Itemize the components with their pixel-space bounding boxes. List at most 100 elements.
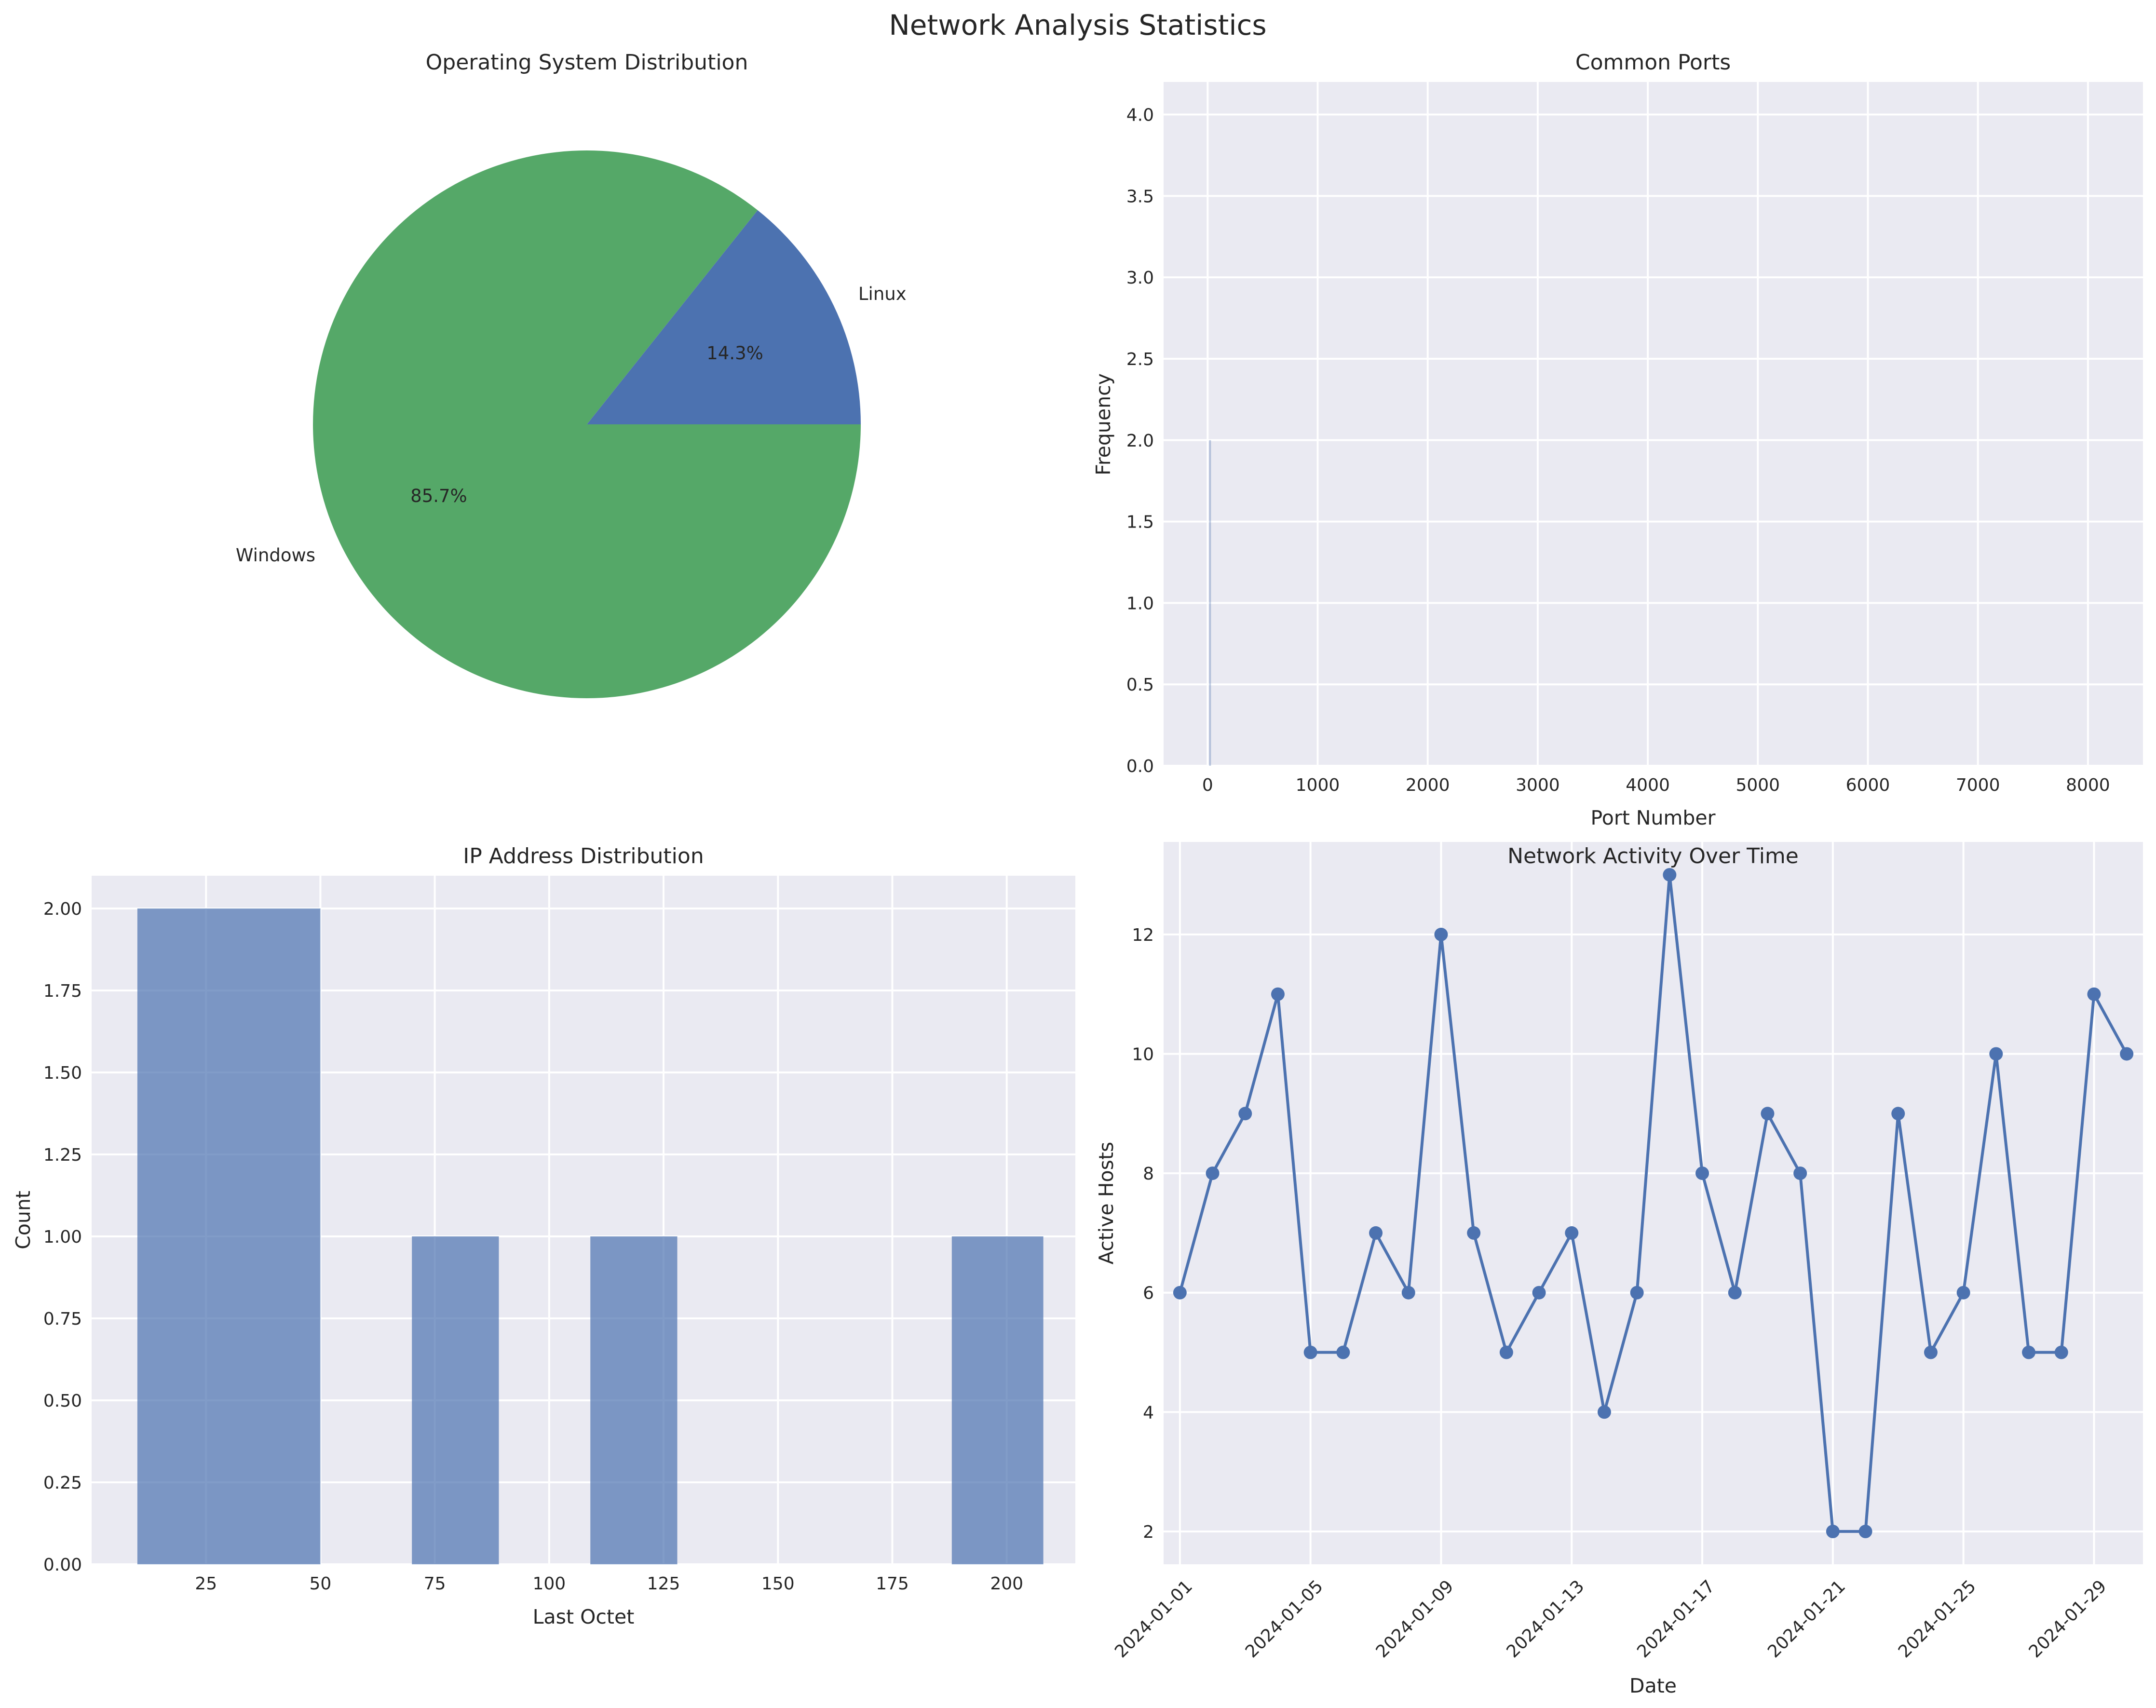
activity-xtick-label: 2024-01-29 — [2025, 1576, 2111, 1662]
activity-ytick-label: 8 — [1143, 1164, 1154, 1184]
pie-slice-linux — [587, 210, 861, 424]
activity-plot-area — [1164, 842, 2143, 1564]
activity-ylabel: Active Hosts — [1095, 1142, 1118, 1265]
ip-bar — [137, 908, 321, 1564]
ip-xlabel: Last Octet — [533, 1605, 635, 1628]
ip-ytick-label: 1.75 — [43, 981, 82, 1001]
activity-xtick-label: 2024-01-17 — [1633, 1576, 1719, 1662]
activity-xtick-label: 2024-01-01 — [1111, 1576, 1196, 1662]
pie-slices — [313, 150, 861, 699]
activity-point — [1565, 1226, 1579, 1240]
ip-xtick-label: 25 — [195, 1574, 217, 1594]
ports-ytick-label: 0.5 — [1126, 675, 1154, 695]
activity-point — [1858, 1524, 1872, 1538]
activity-point — [1956, 1286, 1970, 1300]
ip-xtick-label: 150 — [761, 1574, 795, 1594]
ip-bar — [412, 1236, 499, 1564]
ip-ytick-label: 1.50 — [43, 1063, 82, 1083]
ports-ticks: 0 1000 2000 3000 4000 5000 6000 7000 8000 0.0 0.5 1… — [1126, 106, 2110, 795]
activity-point — [1663, 868, 1677, 882]
ports-xtick-label: 0 — [1202, 775, 1213, 795]
ports-ytick-label: 1.0 — [1126, 594, 1154, 613]
ports-plot-area — [1164, 82, 2143, 766]
activity-point — [1761, 1107, 1775, 1121]
activity-point — [1401, 1286, 1415, 1300]
ip-xtick-label: 100 — [532, 1574, 566, 1594]
ip-distribution-panel: 25 50 75 100 125 150 175 200 0.00 0.25 0.50 0.75 1.0… — [12, 844, 1075, 1628]
activity-point — [1238, 1107, 1252, 1121]
activity-point — [1826, 1524, 1840, 1538]
activity-point — [1499, 1345, 1513, 1359]
ports-xtick-label: 3000 — [1516, 775, 1560, 795]
activity-point — [1695, 1166, 1709, 1180]
ports-ytick-label: 2.0 — [1126, 431, 1154, 451]
ports-xlabel: Port Number — [1590, 806, 1715, 829]
activity-point — [2120, 1047, 2134, 1061]
activity-point — [1924, 1345, 1938, 1359]
ip-xtick-label: 125 — [647, 1574, 680, 1594]
activity-point — [1271, 987, 1285, 1001]
ports-ytick-label: 3.5 — [1126, 187, 1154, 206]
ip-ytick-label: 0.25 — [43, 1473, 82, 1493]
activity-point — [1891, 1107, 1905, 1121]
activity-point — [1597, 1405, 1611, 1419]
ip-bars — [137, 908, 1044, 1564]
activity-point — [2054, 1345, 2068, 1359]
activity-title: Network Activity Over Time — [1507, 844, 1799, 868]
activity-point — [2087, 987, 2101, 1001]
activity-line-series — [1173, 868, 2134, 1538]
ports-xtick-label: 4000 — [1626, 775, 1670, 795]
pie-label-linux: Linux — [858, 284, 907, 304]
activity-point — [1630, 1286, 1644, 1300]
ports-grid — [1164, 82, 2143, 767]
activity-xtick-label: 2024-01-13 — [1503, 1576, 1588, 1662]
activity-point — [2022, 1345, 2036, 1359]
ports-xtick-label: 8000 — [2066, 775, 2110, 795]
ip-ticks: 25 50 75 100 125 150 175 200 0.00 0.25 0.50 0.75 1.0… — [43, 899, 1023, 1594]
ip-ytick-label: 2.00 — [43, 899, 82, 919]
ports-ylabel: Frequency — [1092, 373, 1115, 475]
ip-ytick-label: 0.00 — [43, 1555, 82, 1575]
ip-xtick-label: 50 — [310, 1574, 332, 1594]
ports-xtick-label: 6000 — [1846, 775, 1890, 795]
ports-ytick-label: 1.5 — [1126, 513, 1154, 532]
activity-xtick-label: 2024-01-05 — [1242, 1576, 1327, 1662]
ports-title: Common Ports — [1575, 50, 1731, 75]
activity-point — [1336, 1345, 1350, 1359]
activity-ytick-label: 6 — [1143, 1284, 1154, 1303]
ports-bar — [1209, 440, 1211, 766]
ports-ytick-label: 2.5 — [1126, 350, 1154, 369]
ip-ytick-label: 1.00 — [43, 1227, 82, 1247]
activity-point — [1467, 1226, 1481, 1240]
activity-point — [1989, 1047, 2003, 1061]
activity-point — [1793, 1166, 1807, 1180]
activity-point — [1206, 1166, 1220, 1180]
ip-ytick-label: 1.25 — [43, 1145, 82, 1165]
activity-ytick-label: 4 — [1143, 1403, 1154, 1423]
ip-bar — [951, 1236, 1044, 1564]
ports-xtick-label: 7000 — [1956, 775, 2000, 795]
pie-percent-windows: 85.7% — [410, 486, 467, 506]
ip-xtick-label: 200 — [990, 1574, 1023, 1594]
activity-xtick-label: 2024-01-25 — [1895, 1576, 1980, 1662]
activity-xtick-label: 2024-01-09 — [1372, 1576, 1458, 1662]
figure-title: Network Analysis Statistics — [889, 9, 1266, 41]
ports-ytick-label: 0.0 — [1126, 757, 1154, 776]
ip-ytick-label: 0.50 — [43, 1391, 82, 1411]
activity-ytick-label: 10 — [1132, 1044, 1154, 1064]
network-activity-panel: 2024-01-01 2024-01-05 2024-01-09 2024-01-13… — [1095, 842, 2143, 1697]
os-distribution-pie-panel: Operating System Distribution Linux 14.3%… — [236, 50, 907, 699]
ip-bar — [590, 1236, 678, 1564]
activity-point — [1173, 1286, 1187, 1300]
ports-xtick-label: 1000 — [1296, 775, 1340, 795]
ports-xtick-label: 2000 — [1406, 775, 1450, 795]
common-ports-panel: 0 1000 2000 3000 4000 5000 6000 7000 8000 0.0 0.5 1… — [1092, 50, 2143, 829]
pie-labels: Linux 14.3% Windows 85.7% — [236, 284, 907, 566]
ip-xtick-label: 175 — [876, 1574, 909, 1594]
pie-label-windows: Windows — [236, 545, 315, 566]
ip-xtick-label: 75 — [424, 1574, 446, 1594]
ports-xtick-label: 5000 — [1736, 775, 1780, 795]
ports-ytick-label: 4.0 — [1126, 106, 1154, 125]
pie-slice-windows — [313, 150, 861, 699]
